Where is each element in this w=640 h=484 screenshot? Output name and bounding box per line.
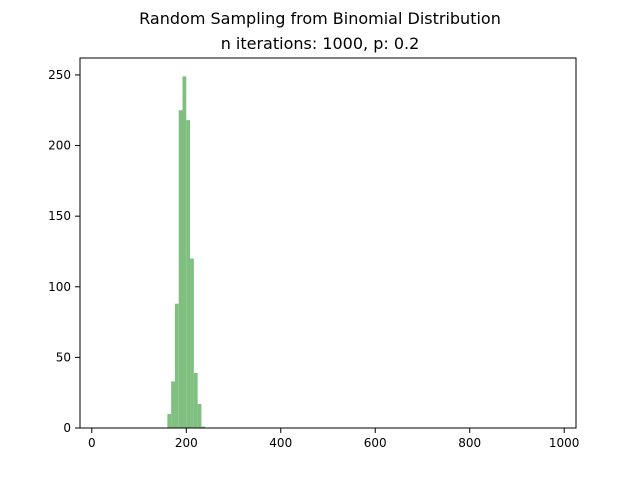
histogram-bar: [174, 303, 179, 428]
histogram-bar: [201, 426, 206, 428]
y-tick-label: 50: [56, 350, 71, 364]
y-tick-label: 250: [48, 68, 71, 82]
ticks-layer: 0 200 400 600 800 1000 0 50 100 150 200 250: [48, 68, 579, 450]
plot-frame: [79, 57, 577, 429]
y-tick-label: 200: [48, 139, 71, 153]
y-tick-label: 100: [48, 280, 71, 294]
histogram-bar: [182, 76, 187, 429]
histogram-bar: [178, 110, 183, 429]
y-tick-label: 0: [63, 421, 71, 435]
histogram-bar: [190, 258, 194, 428]
x-tick-label: 200: [175, 436, 198, 450]
histogram-bar: [167, 413, 172, 428]
x-tick-label: 1000: [549, 436, 580, 450]
histogram-bar: [197, 403, 202, 428]
x-tick-label: 0: [88, 436, 96, 450]
bars-layer: [167, 76, 206, 429]
x-tick-label: 600: [364, 436, 387, 450]
chart-subtitle: n iterations: 1000, p: 0.2: [221, 34, 420, 53]
x-tick-label: 800: [458, 436, 481, 450]
histogram-bar: [171, 381, 175, 428]
histogram-bar: [193, 372, 198, 428]
x-tick-label: 400: [269, 436, 292, 450]
y-tick-label: 150: [48, 209, 71, 223]
chart-title: Random Sampling from Binomial Distributi…: [139, 9, 501, 28]
histogram-bar: [186, 120, 191, 429]
